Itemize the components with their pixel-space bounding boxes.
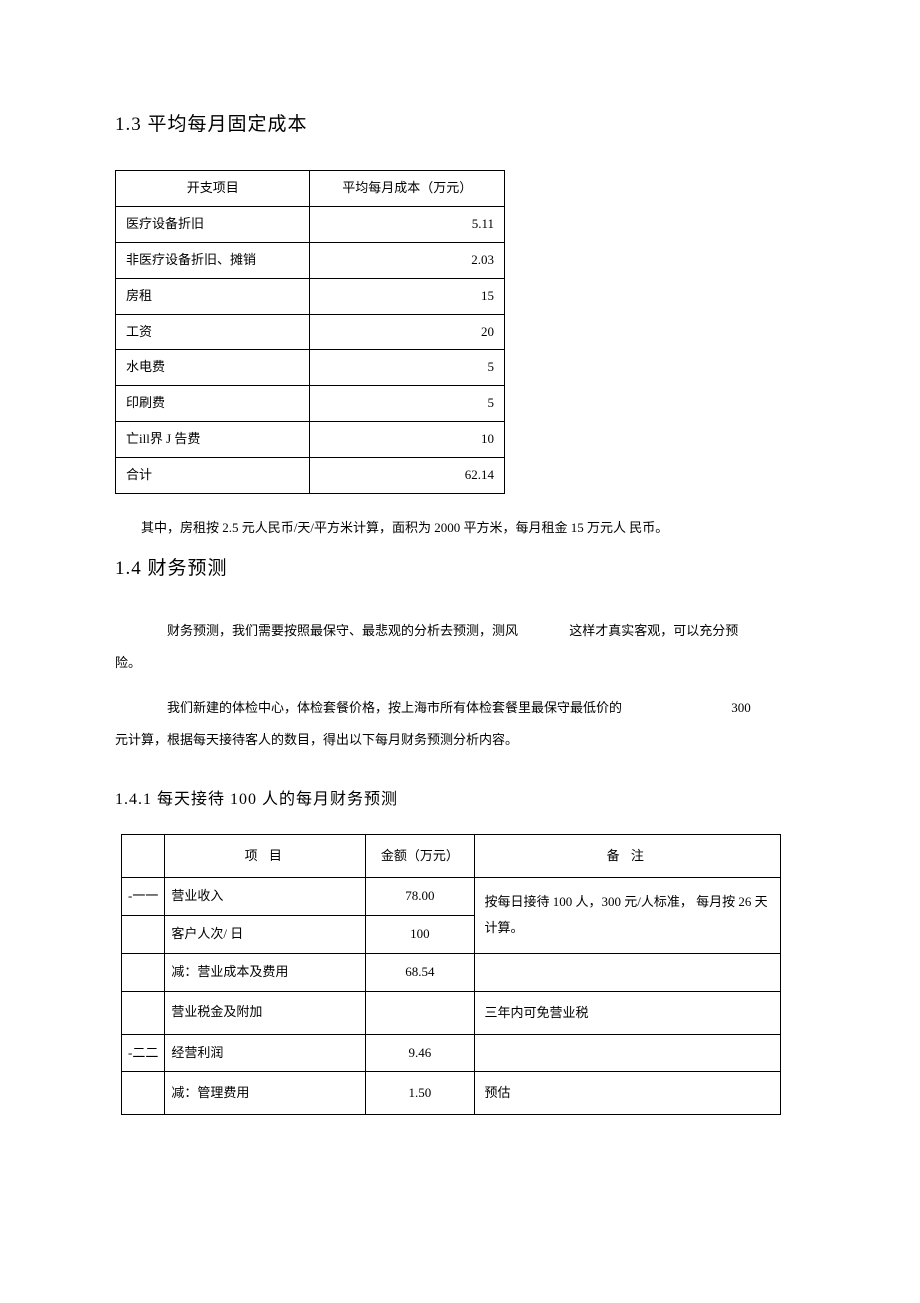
forecast-idx — [122, 991, 165, 1034]
cost-item-value: 2.03 — [310, 242, 505, 278]
forecast-idx — [122, 915, 165, 953]
cost-item-label: 医疗设备折旧 — [116, 207, 310, 243]
section13-note: 其中，房租按 2.5 元人民币/天/平方米计算，面积为 2000 平方米，每月租… — [141, 514, 805, 543]
forecast-item: 减：营业成本及费用 — [165, 953, 366, 991]
forecast-note — [474, 953, 780, 991]
para-text: 300 — [705, 692, 751, 725]
table-row: 营业税金及附加 三年内可免营业税 — [122, 991, 781, 1034]
section-heading-1-4-1: 1.4.1 每天接待 100 人的每月财务预测 — [115, 787, 805, 813]
para-text: 这样才真实客观，可以充分预 — [543, 615, 738, 648]
cost-item-label: 亡ill界 J 告费 — [116, 421, 310, 457]
fixed-cost-table: 开支项目 平均每月成本（万元） 医疗设备折旧 5.11 非医疗设备折旧、摊销 2… — [115, 170, 505, 493]
table-row: 印刷费 5 — [116, 386, 505, 422]
cost-item-value: 10 — [310, 421, 505, 457]
table-row: 减：营业成本及费用 68.54 — [122, 953, 781, 991]
para-text: 元计算，根据每天接待客人的数目，得出以下每月财务预测分析内容。 — [115, 732, 518, 747]
forecast-amount: 1.50 — [366, 1072, 474, 1115]
cost-item-label: 房租 — [116, 278, 310, 314]
para-text: 险。 — [115, 655, 141, 670]
table-row: 医疗设备折旧 5.11 — [116, 207, 505, 243]
para-text: 我们新建的体检中心，体检套餐价格，按上海市所有体检套餐里最保守最低价的 — [141, 692, 622, 725]
forecast-idx — [122, 953, 165, 991]
forecast-amount: 9.46 — [366, 1034, 474, 1072]
cost-item-value: 15 — [310, 278, 505, 314]
forecast-note — [474, 1034, 780, 1072]
table1-col-header-cost: 平均每月成本（万元） — [310, 171, 505, 207]
forecast-item: 营业税金及附加 — [165, 991, 366, 1034]
table1-col-header-item: 开支项目 — [116, 171, 310, 207]
table-row: 亡ill界 J 告费 10 — [116, 421, 505, 457]
section-heading-1-3: 1.3 平均每月固定成本 — [115, 110, 805, 140]
para-text: 财务预测，我们需要按照最保守、最悲观的分析去预测，测风 — [141, 615, 518, 648]
table2-col-header-idx — [122, 835, 165, 878]
table-row: 非医疗设备折旧、摊销 2.03 — [116, 242, 505, 278]
cost-item-value: 62.14 — [310, 457, 505, 493]
forecast-table: 项 目 金额（万元） 备 注 -一一 营业收入 78.00 按每日接待 100 … — [121, 834, 781, 1115]
section14-para2: 我们新建的体检中心，体检套餐价格，按上海市所有体检套餐里最保守最低价的 300 … — [115, 692, 805, 757]
table-row: 合计 62.14 — [116, 457, 505, 493]
cost-item-label: 印刷费 — [116, 386, 310, 422]
cost-item-value: 20 — [310, 314, 505, 350]
forecast-idx — [122, 1072, 165, 1115]
forecast-idx: -一一 — [122, 878, 165, 916]
table-row: 工资 20 — [116, 314, 505, 350]
forecast-item: 营业收入 — [165, 878, 366, 916]
cost-item-value: 5 — [310, 350, 505, 386]
table2-col-header-note: 备 注 — [474, 835, 780, 878]
cost-item-value: 5 — [310, 386, 505, 422]
table2-col-header-item: 项 目 — [165, 835, 366, 878]
forecast-note: 按每日接待 100 人，300 元/人标准， 每月按 26 天计算。 — [474, 878, 780, 954]
section-heading-1-4: 1.4 财务预测 — [115, 554, 805, 584]
table-row: 水电费 5 — [116, 350, 505, 386]
cost-item-label: 非医疗设备折旧、摊销 — [116, 242, 310, 278]
forecast-amount: 78.00 — [366, 878, 474, 916]
forecast-note: 三年内可免营业税 — [474, 991, 780, 1034]
forecast-item: 减：管理费用 — [165, 1072, 366, 1115]
table2-col-header-amount: 金额（万元） — [366, 835, 474, 878]
forecast-idx: -二二 — [122, 1034, 165, 1072]
table-row: -二二 经营利润 9.46 — [122, 1034, 781, 1072]
table-row: 减：管理费用 1.50 预估 — [122, 1072, 781, 1115]
section14-para1: 财务预测，我们需要按照最保守、最悲观的分析去预测，测风 这样才真实客观，可以充分… — [115, 615, 805, 680]
cost-item-label: 工资 — [116, 314, 310, 350]
forecast-item: 经营利润 — [165, 1034, 366, 1072]
table-row: 房租 15 — [116, 278, 505, 314]
forecast-amount: 68.54 — [366, 953, 474, 991]
forecast-note: 预估 — [474, 1072, 780, 1115]
cost-item-label: 合计 — [116, 457, 310, 493]
forecast-item: 客户人次/ 日 — [165, 915, 366, 953]
cost-item-label: 水电费 — [116, 350, 310, 386]
forecast-amount: 100 — [366, 915, 474, 953]
forecast-amount — [366, 991, 474, 1034]
cost-item-value: 5.11 — [310, 207, 505, 243]
table-row: -一一 营业收入 78.00 按每日接待 100 人，300 元/人标准， 每月… — [122, 878, 781, 916]
